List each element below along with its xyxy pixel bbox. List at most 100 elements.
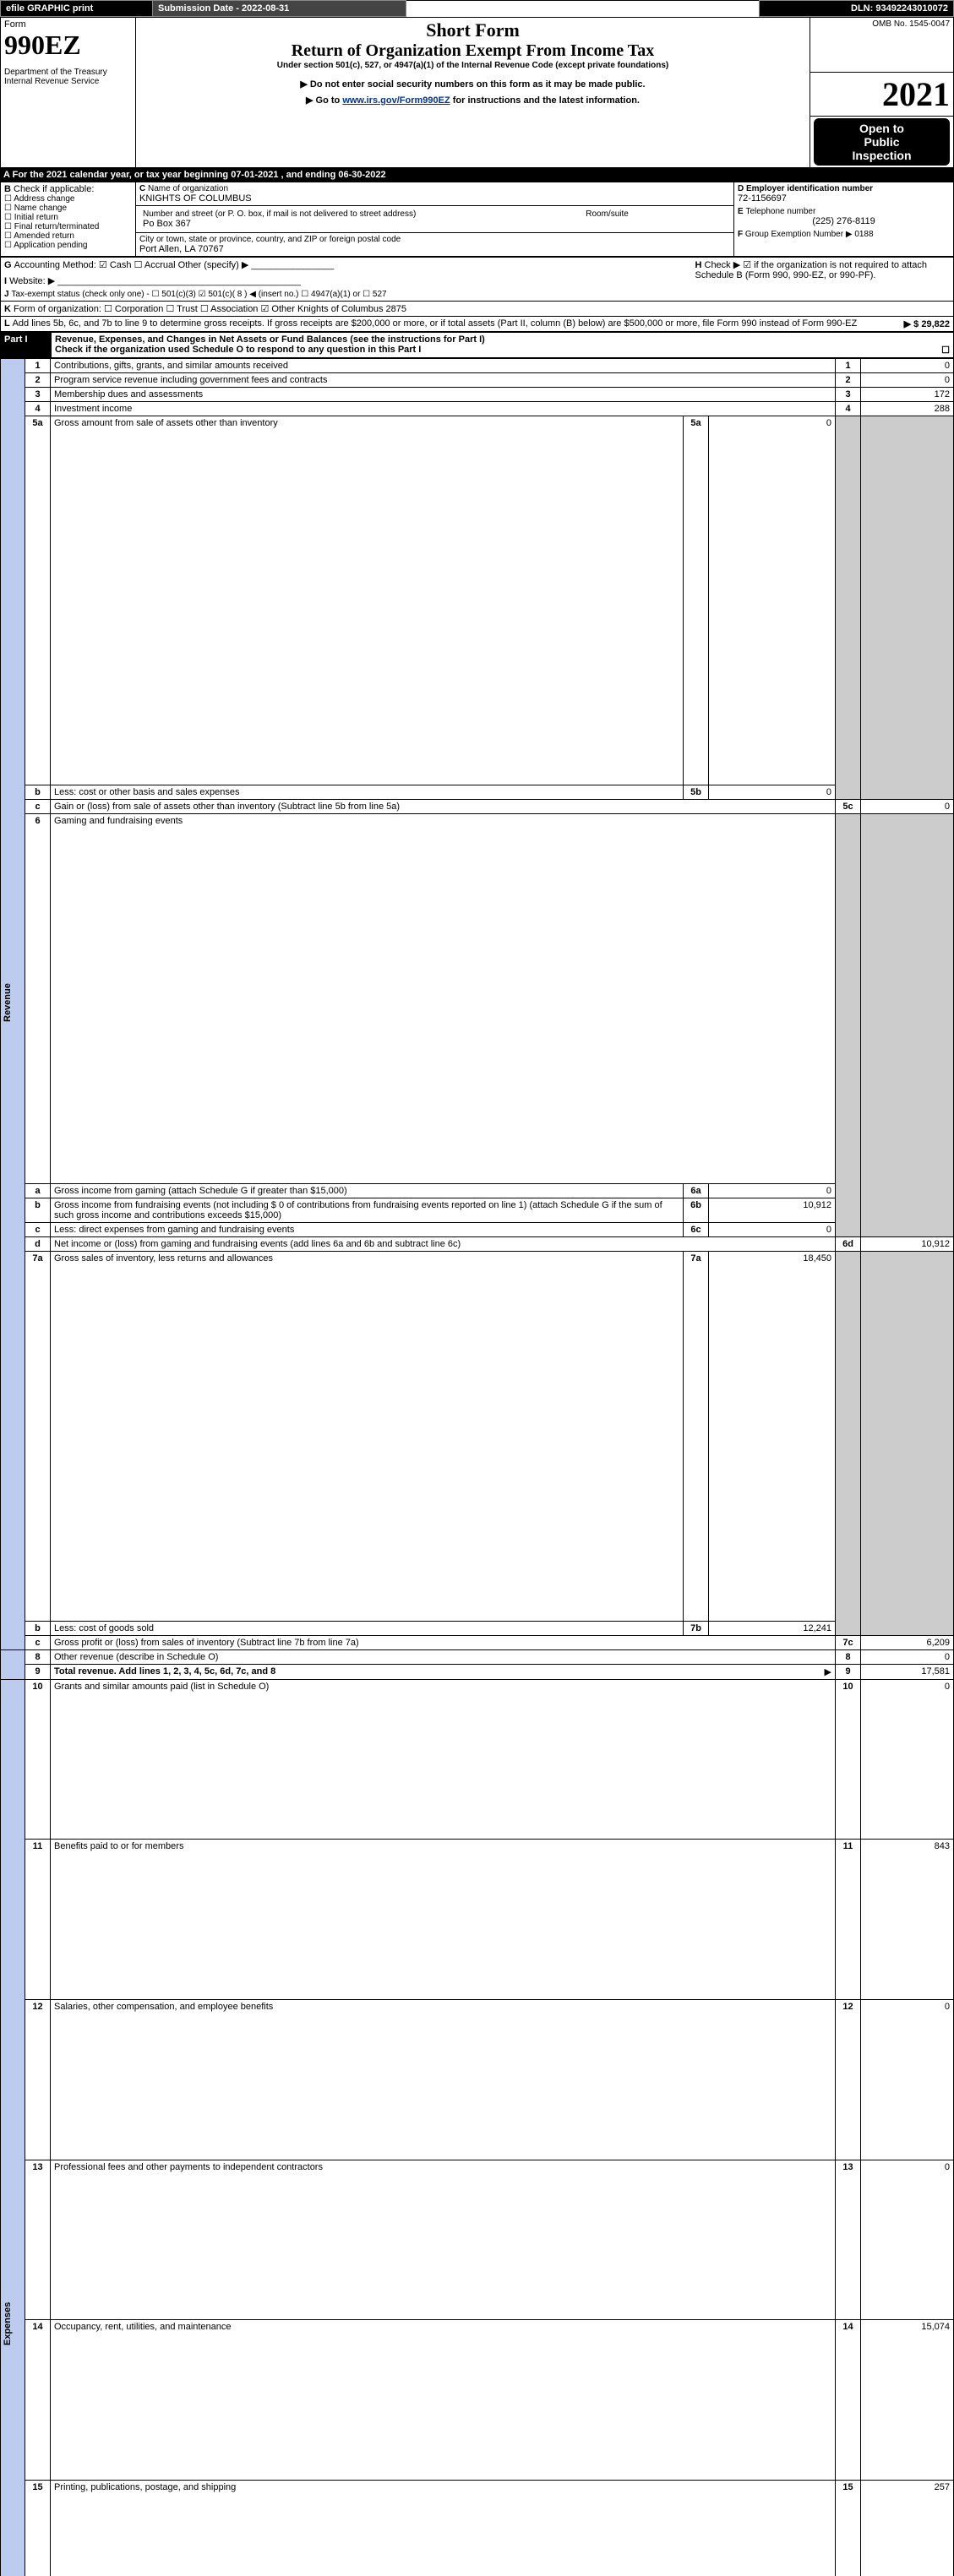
chk-amended-return[interactable]: Amended return (4, 231, 132, 241)
section-a-text: For the 2021 calendar year, or tax year … (13, 170, 386, 180)
l-amount: ▶ $ 29,822 (904, 318, 950, 329)
line-4-val: 288 (861, 401, 954, 416)
chk-application-pending[interactable]: Application pending (4, 241, 132, 250)
part-i-checkbox[interactable]: ☐ (941, 345, 950, 356)
street: Po Box 367 (143, 219, 579, 229)
line-15-val: 257 (861, 2481, 954, 2576)
group-exemption: ▶ 0188 (846, 230, 874, 239)
line-6b-val: 10,912 (709, 1198, 836, 1222)
line-9-box: 9 (836, 1664, 861, 1679)
line-6b-box: 6b (684, 1198, 709, 1222)
dln: DLN: 93492243010072 (760, 1, 954, 17)
line-6c-num: c (25, 1222, 51, 1236)
line-2-box: 2 (836, 372, 861, 387)
short-form-title: Short Form (139, 19, 806, 41)
form-number: 990EZ (4, 30, 132, 61)
line-1-desc: Contributions, gifts, grants, and simila… (51, 358, 836, 372)
city: Port Allen, LA 70767 (139, 244, 730, 254)
line-6-num: 6 (25, 814, 51, 1184)
j-text: Tax-exempt status (check only one) - ☐ 5… (11, 290, 386, 299)
line-6-desc: Gaming and fundraising events (51, 814, 836, 1184)
line-11-desc: Benefits paid to or for members (51, 1840, 836, 2000)
tax-year: 2021 (814, 74, 950, 114)
line-6d-box: 6d (836, 1236, 861, 1251)
chk-initial-return[interactable]: Initial return (4, 213, 132, 222)
line-4-num: 4 (25, 401, 51, 416)
line-14-val: 15,074 (861, 2320, 954, 2481)
line-3-desc: Membership dues and assessments (51, 387, 836, 401)
line-5a-val: 0 (709, 416, 836, 785)
line-11-num: 11 (25, 1840, 51, 2000)
line-5c-val: 0 (861, 800, 954, 814)
line-5b-num: b (25, 785, 51, 800)
line-10-num: 10 (25, 1679, 51, 1840)
section-a: A For the 2021 calendar year, or tax yea… (0, 168, 954, 182)
line-2-desc: Program service revenue including govern… (51, 372, 836, 387)
line-7b-num: b (25, 1621, 51, 1635)
form-header: Form 990EZ Department of the Treasury In… (0, 17, 954, 168)
line-7b-val: 12,241 (709, 1621, 836, 1635)
line-1-num: 1 (25, 358, 51, 372)
street-label: Number and street (or P. O. box, if mail… (143, 209, 579, 219)
line-13-num: 13 (25, 2160, 51, 2320)
line-6d-num: d (25, 1236, 51, 1251)
line-14-box: 14 (836, 2320, 861, 2481)
line-13-val: 0 (861, 2160, 954, 2320)
line-4-desc: Investment income (51, 401, 836, 416)
warn-ssn: ▶ Do not enter social security numbers o… (139, 79, 806, 90)
chk-name-change[interactable]: Name change (4, 204, 132, 213)
chk-cash[interactable]: Cash (99, 260, 132, 270)
line-6c-box: 6c (684, 1222, 709, 1236)
line-14-num: 14 (25, 2320, 51, 2481)
ein: 72-1156697 (738, 193, 950, 204)
line-15-box: 15 (836, 2481, 861, 2576)
chk-address-change[interactable]: Address change (4, 194, 132, 204)
revenue-side-label: Revenue (1, 359, 14, 1647)
line-14-desc: Occupancy, rent, utilities, and maintena… (51, 2320, 836, 2481)
line-6d-val: 10,912 (861, 1236, 954, 1251)
line-10-box: 10 (836, 1679, 861, 1840)
line-6a-val: 0 (709, 1183, 836, 1198)
submission-date: Submission Date - 2022-08-31 (153, 1, 406, 17)
line-8-val: 0 (861, 1649, 954, 1664)
line-10-desc: Grants and similar amounts paid (list in… (51, 1679, 836, 1840)
f-label: Group Exemption Number (745, 230, 843, 239)
line-7a-desc: Gross sales of inventory, less returns a… (51, 1251, 684, 1621)
telephone: (225) 276-8119 (738, 216, 950, 226)
part-i-header: Part I Revenue, Expenses, and Changes in… (0, 332, 954, 358)
line-5c-box: 5c (836, 800, 861, 814)
line-1-box: 1 (836, 358, 861, 372)
line-8-box: 8 (836, 1649, 861, 1664)
chk-accrual[interactable]: Accrual (134, 260, 176, 270)
irs-link[interactable]: www.irs.gov/Form990EZ (342, 95, 450, 106)
chk-final-return[interactable]: Final return/terminated (4, 222, 132, 231)
efile-label[interactable]: efile GRAPHIC print (1, 1, 153, 17)
line-7b-desc: Less: cost of goods sold (51, 1621, 684, 1635)
part-i-label: Part I (1, 332, 52, 357)
b-label: Check if applicable: (14, 184, 94, 194)
line-9-num: 9 (25, 1664, 51, 1679)
return-title: Return of Organization Exempt From Incom… (139, 41, 806, 61)
open-to-public: Open to Public Inspection (814, 118, 950, 166)
ghijkl-block: G Accounting Method: Cash Accrual Other … (0, 257, 954, 332)
line-3-box: 3 (836, 387, 861, 401)
line-4-box: 4 (836, 401, 861, 416)
h-text: Check ▶ ☑ if the organization is not req… (695, 260, 928, 280)
line-5c-num: c (25, 800, 51, 814)
line-3-val: 172 (861, 387, 954, 401)
e-label: Telephone number (745, 207, 815, 216)
line-5a-desc: Gross amount from sale of assets other t… (51, 416, 684, 785)
line-6a-box: 6a (684, 1183, 709, 1198)
warn-link: ▶ Go to www.irs.gov/Form990EZ for instru… (139, 95, 806, 106)
line-3-num: 3 (25, 387, 51, 401)
l-text: Add lines 5b, 6c, and 7b to line 9 to de… (13, 318, 858, 329)
line-7c-val: 6,209 (861, 1635, 954, 1649)
form-word: Form (4, 19, 132, 30)
line-13-desc: Professional fees and other payments to … (51, 2160, 836, 2320)
line-10-val: 0 (861, 1679, 954, 1840)
line-6a-num: a (25, 1183, 51, 1198)
line-5a-box: 5a (684, 416, 709, 785)
omb: OMB No. 1545-0047 (814, 19, 950, 29)
line-7a-num: 7a (25, 1251, 51, 1621)
dept-label: Department of the Treasury Internal Reve… (4, 68, 132, 86)
